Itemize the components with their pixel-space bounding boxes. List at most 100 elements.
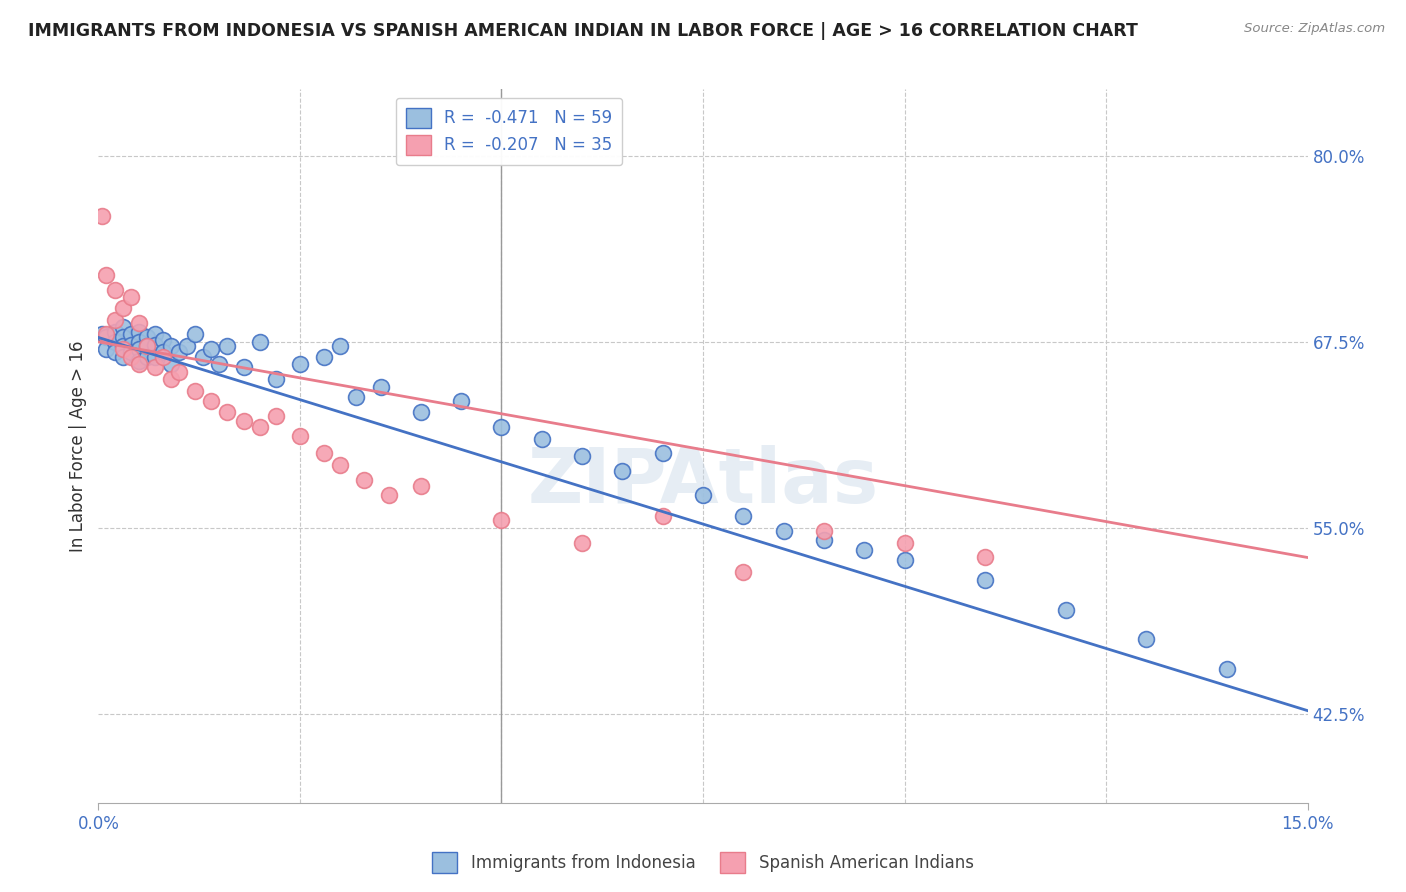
Point	[232, 414, 254, 428]
Point	[135, 350, 157, 364]
Point	[200, 343, 222, 357]
Point	[249, 334, 271, 349]
Point	[651, 446, 673, 460]
Point	[111, 343, 134, 357]
Point	[571, 535, 593, 549]
Point	[91, 327, 114, 342]
Point	[1135, 632, 1157, 647]
Point	[120, 290, 142, 304]
Point	[176, 339, 198, 353]
Point	[135, 339, 157, 353]
Point	[853, 543, 876, 558]
Point	[193, 350, 215, 364]
Point	[111, 301, 134, 315]
Point	[120, 327, 142, 342]
Point	[208, 357, 231, 371]
Point	[813, 524, 835, 538]
Point	[200, 394, 222, 409]
Point	[491, 419, 513, 434]
Point	[96, 343, 118, 357]
Point	[217, 339, 239, 353]
Point	[692, 488, 714, 502]
Point	[409, 405, 432, 419]
Point	[813, 533, 835, 547]
Point	[651, 508, 673, 523]
Point	[160, 372, 183, 386]
Point	[344, 390, 367, 404]
Point	[329, 458, 352, 473]
Point	[96, 330, 118, 344]
Point	[111, 350, 134, 364]
Legend: Immigrants from Indonesia, Spanish American Indians: Immigrants from Indonesia, Spanish Ameri…	[426, 846, 980, 880]
Point	[314, 350, 336, 364]
Point	[91, 209, 114, 223]
Point	[377, 488, 399, 502]
Point	[128, 354, 150, 368]
Point	[288, 428, 311, 442]
Point	[974, 573, 997, 587]
Point	[612, 464, 634, 478]
Point	[152, 334, 174, 348]
Point	[160, 357, 183, 371]
Point	[264, 409, 287, 424]
Point	[111, 339, 134, 353]
Point	[288, 357, 311, 371]
Point	[143, 327, 166, 342]
Legend: R =  -0.471   N = 59, R =  -0.207   N = 35: R = -0.471 N = 59, R = -0.207 N = 35	[395, 97, 621, 165]
Point	[152, 350, 174, 364]
Point	[120, 350, 142, 364]
Point	[143, 360, 166, 375]
Text: IMMIGRANTS FROM INDONESIA VS SPANISH AMERICAN INDIAN IN LABOR FORCE | AGE > 16 C: IMMIGRANTS FROM INDONESIA VS SPANISH AME…	[28, 22, 1137, 40]
Point	[893, 535, 915, 549]
Point	[160, 339, 183, 353]
Point	[733, 566, 755, 580]
Point	[1054, 602, 1077, 616]
Point	[184, 384, 207, 398]
Point	[128, 316, 150, 330]
Point	[184, 327, 207, 342]
Point	[111, 320, 134, 334]
Point	[329, 339, 352, 353]
Point	[135, 330, 157, 344]
Point	[111, 330, 134, 344]
Point	[1216, 662, 1239, 676]
Point	[103, 345, 125, 359]
Point	[370, 379, 392, 393]
Text: ZIPAtlas: ZIPAtlas	[527, 445, 879, 518]
Point	[571, 450, 593, 464]
Point	[733, 508, 755, 523]
Point	[103, 312, 125, 326]
Point	[96, 268, 118, 282]
Point	[232, 360, 254, 375]
Point	[353, 473, 375, 487]
Point	[409, 479, 432, 493]
Point	[96, 327, 118, 342]
Point	[103, 325, 125, 339]
Point	[314, 446, 336, 460]
Point	[128, 334, 150, 349]
Point	[772, 524, 794, 538]
Point	[491, 513, 513, 527]
Point	[135, 339, 157, 353]
Point	[120, 338, 142, 352]
Point	[143, 350, 166, 364]
Point	[249, 419, 271, 434]
Point	[128, 343, 150, 357]
Point	[217, 405, 239, 419]
Point	[120, 345, 142, 359]
Point	[103, 334, 125, 349]
Point	[450, 394, 472, 409]
Point	[974, 550, 997, 565]
Point	[264, 372, 287, 386]
Point	[152, 345, 174, 359]
Y-axis label: In Labor Force | Age > 16: In Labor Force | Age > 16	[69, 340, 87, 552]
Point	[103, 283, 125, 297]
Point	[167, 365, 190, 379]
Point	[128, 357, 150, 371]
Point	[893, 553, 915, 567]
Text: Source: ZipAtlas.com: Source: ZipAtlas.com	[1244, 22, 1385, 36]
Point	[167, 345, 190, 359]
Point	[530, 432, 553, 446]
Point	[128, 325, 150, 339]
Point	[143, 338, 166, 352]
